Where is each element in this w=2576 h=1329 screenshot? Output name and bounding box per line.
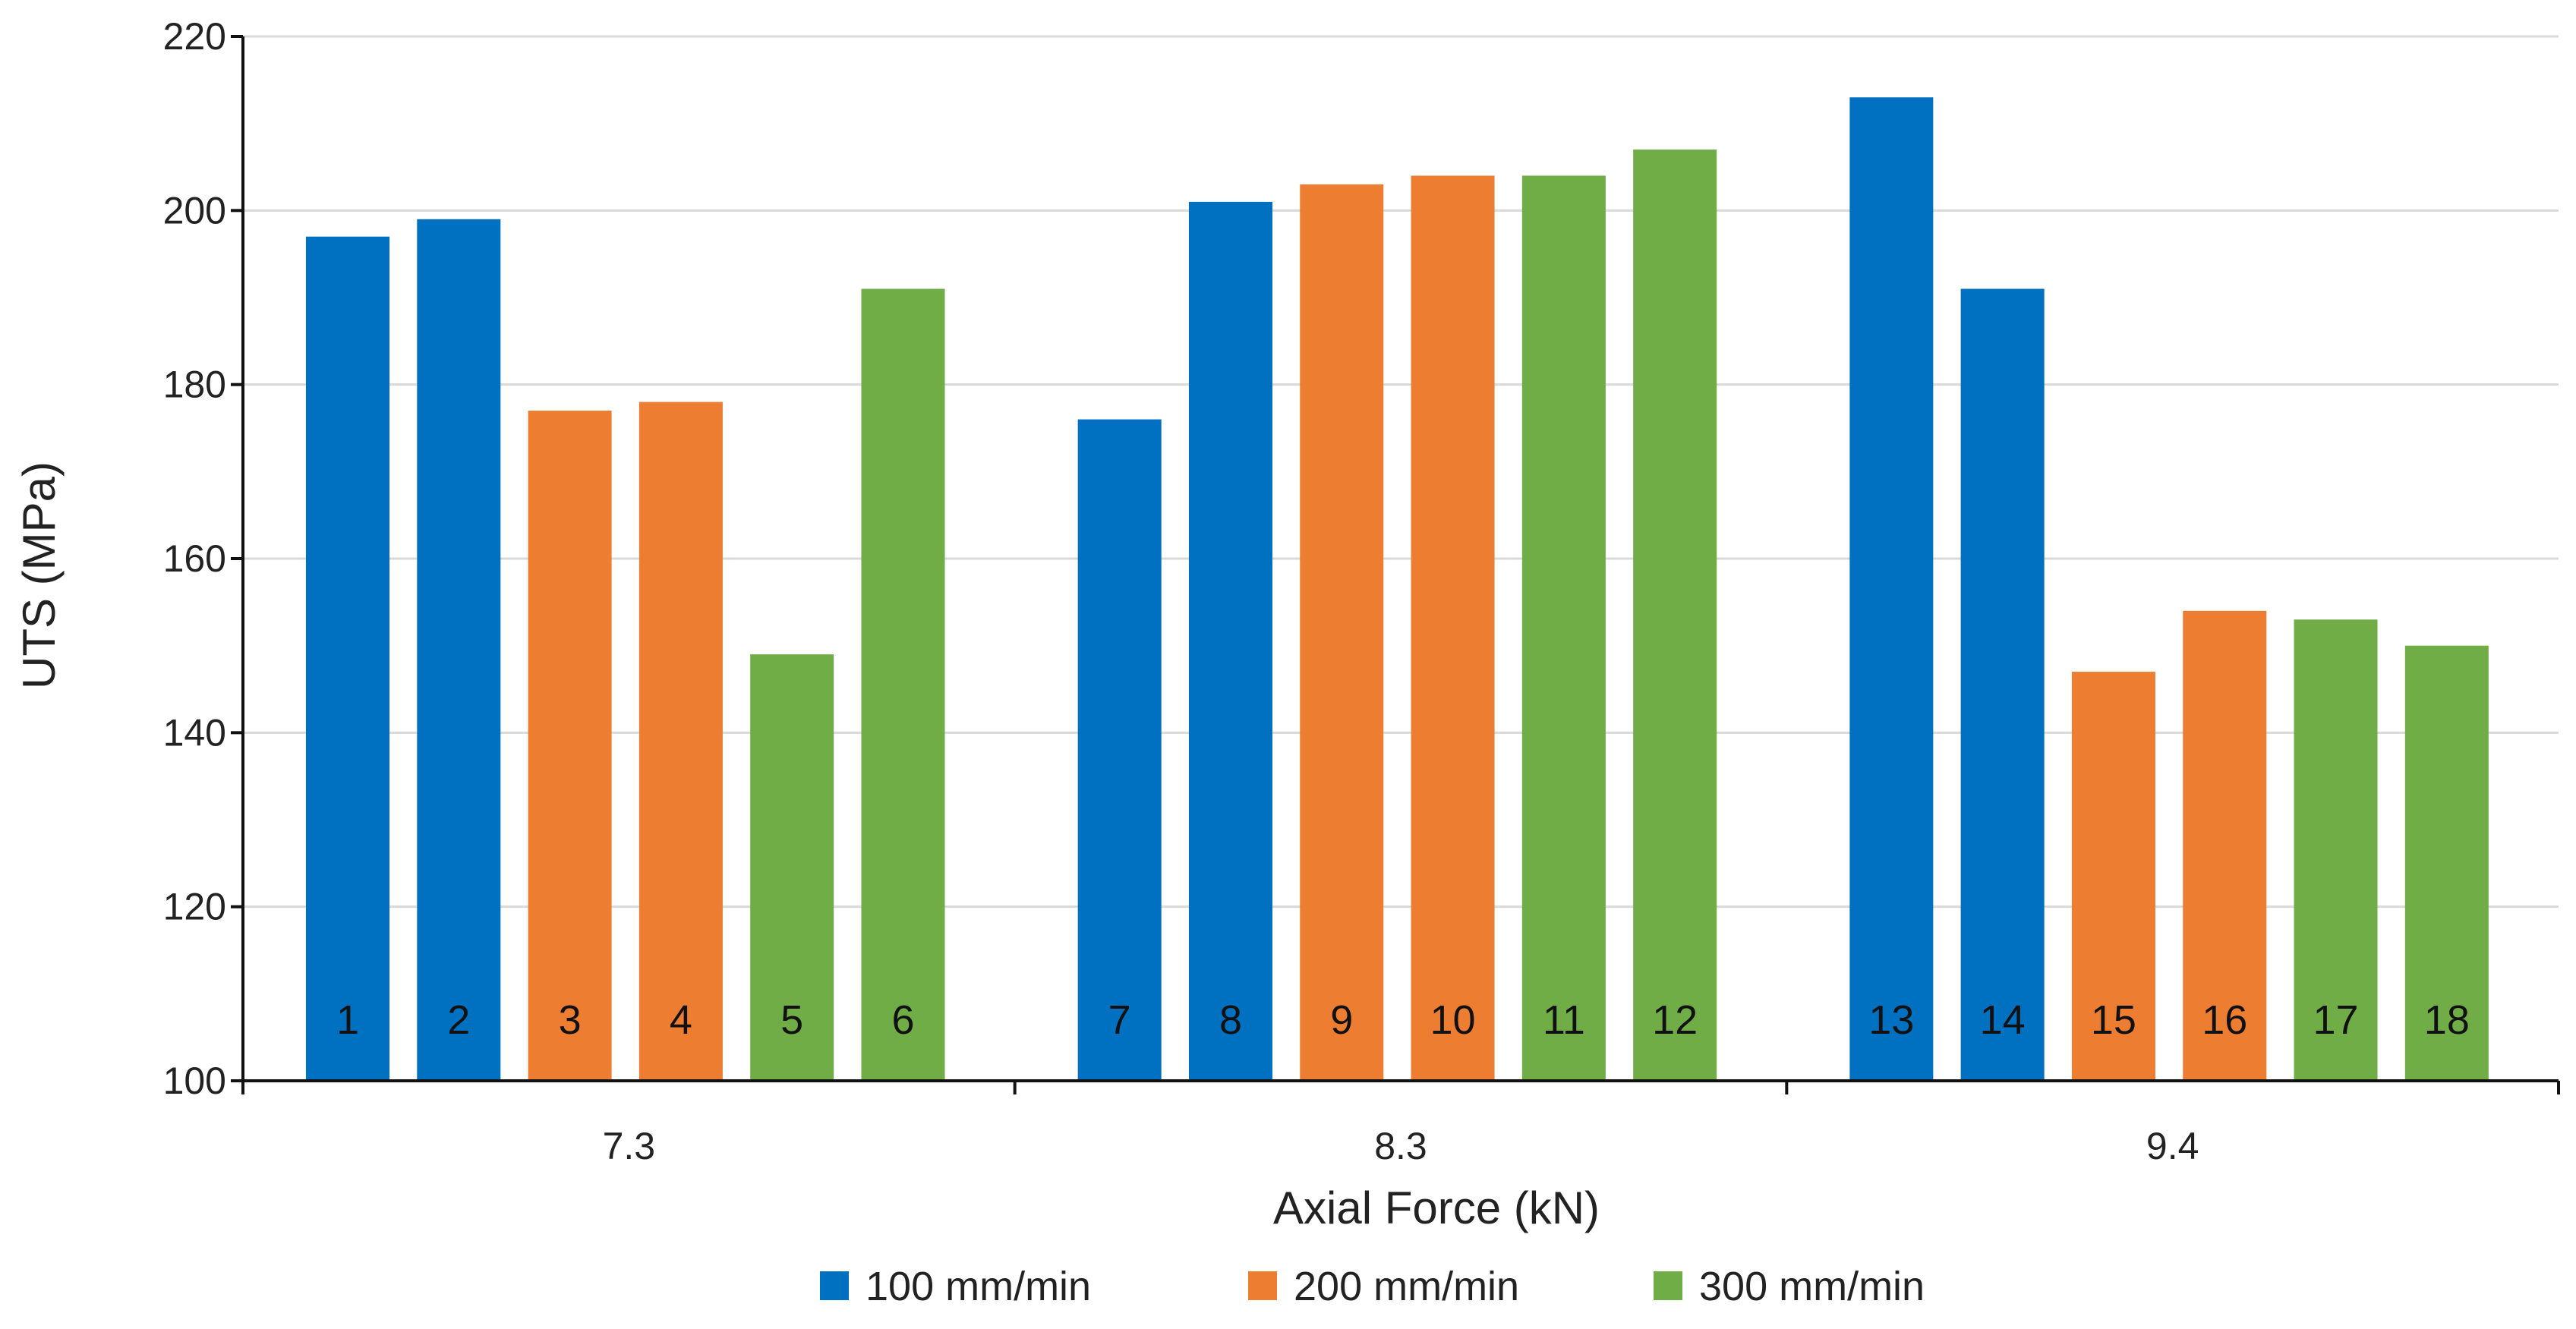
gridlines	[243, 35, 2559, 909]
bar-number-label: 17	[2313, 997, 2358, 1043]
y-tick-label: 120	[163, 886, 226, 928]
bar	[306, 236, 389, 1081]
y-tick-label: 140	[163, 711, 226, 754]
bar	[1300, 184, 1384, 1081]
legend-label: 100 mm/min	[865, 1264, 1091, 1309]
bar-number-label: 6	[891, 997, 914, 1043]
legend: 100 mm/min 200 mm/min 300 mm/min	[820, 1264, 1925, 1309]
bar	[1633, 150, 1717, 1082]
legend-swatch	[1654, 1271, 1682, 1300]
legend-label: 200 mm/min	[1294, 1264, 1519, 1309]
x-category-label: 7.3	[603, 1125, 656, 1167]
bar	[750, 654, 834, 1081]
y-tick-label: 180	[163, 364, 226, 406]
bar-number-label: 8	[1219, 997, 1242, 1043]
bar	[2071, 672, 2155, 1081]
bar	[2183, 610, 2267, 1081]
bar	[861, 288, 945, 1081]
bar-number-label: 11	[1543, 997, 1585, 1043]
bar	[528, 411, 612, 1081]
bar	[417, 219, 501, 1081]
bar	[638, 402, 723, 1081]
bar	[1188, 201, 1272, 1081]
bar-number-label: 5	[780, 997, 803, 1043]
legend-swatch	[820, 1271, 849, 1300]
y-tick-labels: 100 120 140 160 180 200 220	[163, 15, 226, 1102]
bar-number-label: 16	[2202, 997, 2247, 1043]
bar-labels: 1 2 3 4 5 6 7 8 9 10 11 12 13 14 15 16 17 18	[336, 997, 2470, 1043]
y-tick-label: 200	[163, 189, 226, 231]
bar-number-label: 18	[2424, 997, 2470, 1043]
bar-number-label: 3	[559, 997, 582, 1043]
bar-number-label: 2	[447, 997, 470, 1043]
y-tick-label: 100	[163, 1060, 226, 1102]
legend-label: 300 mm/min	[1699, 1264, 1925, 1309]
bar-number-label: 13	[1868, 997, 1914, 1043]
bar-number-label: 4	[670, 997, 692, 1043]
bar	[1077, 419, 1162, 1081]
bar	[2404, 645, 2489, 1081]
bar-number-label: 12	[1652, 997, 1698, 1043]
x-category-label: 9.4	[2146, 1125, 2199, 1167]
bar	[1411, 175, 1495, 1081]
bars	[306, 97, 2489, 1082]
bar	[1960, 288, 2045, 1081]
x-category-labels: 7.3 8.3 9.4	[603, 1125, 2199, 1167]
bar-number-label: 1	[336, 997, 359, 1043]
y-tick-label: 220	[163, 15, 226, 58]
y-tick-label: 160	[163, 537, 226, 580]
bar-number-label: 10	[1430, 997, 1476, 1043]
x-category-label: 8.3	[1374, 1125, 1427, 1167]
y-axis-title: UTS (MPa)	[14, 461, 65, 689]
legend-swatch	[1248, 1271, 1277, 1300]
bar	[1521, 175, 1606, 1081]
x-axis-title: Axial Force (kN)	[1273, 1183, 1600, 1233]
bar	[1849, 97, 1934, 1082]
axes	[231, 35, 2560, 1094]
bar-number-label: 15	[2091, 997, 2136, 1043]
bar	[2294, 619, 2378, 1081]
bar-number-label: 9	[1330, 997, 1353, 1043]
bar-number-label: 14	[1980, 997, 2026, 1043]
bar-number-label: 7	[1108, 997, 1131, 1043]
